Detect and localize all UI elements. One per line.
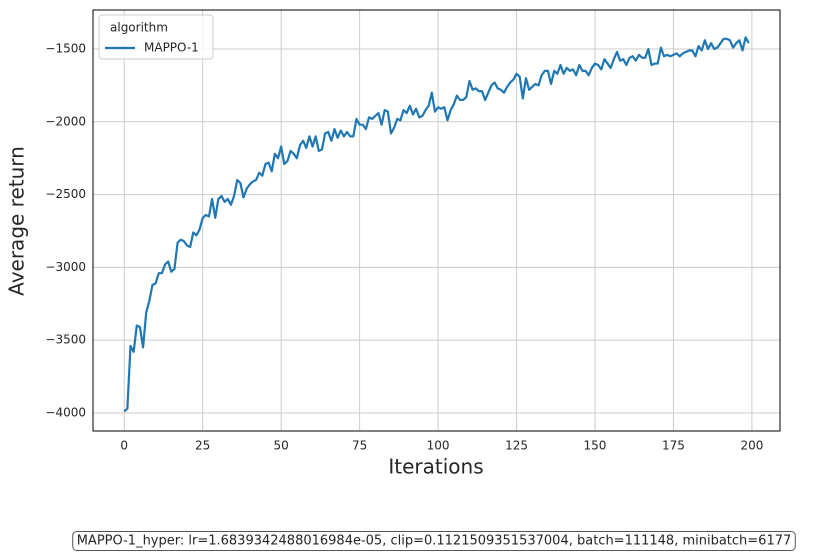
y-tick-label: −4000 bbox=[45, 405, 86, 419]
legend-title: algorithm bbox=[110, 21, 168, 35]
x-tick-label: 100 bbox=[427, 439, 450, 453]
y-tick-label: −2000 bbox=[45, 114, 86, 128]
x-axis-label: Iterations bbox=[388, 455, 483, 479]
legend-label: MAPPO-1 bbox=[144, 41, 199, 55]
y-tick-label: −3500 bbox=[45, 333, 86, 347]
annotation: MAPPO-1_hyper: lr=1.6839342488016984e-05… bbox=[77, 534, 792, 549]
x-tick-label: 50 bbox=[274, 439, 289, 453]
x-tick-label: 125 bbox=[505, 439, 528, 453]
y-tick-label: −2500 bbox=[45, 187, 86, 201]
plot-frame bbox=[92, 9, 781, 432]
annotation-box bbox=[72, 531, 796, 551]
x-tick-label: 200 bbox=[740, 439, 763, 453]
x-tick-label: 75 bbox=[352, 439, 367, 453]
x-tick-label: 0 bbox=[120, 439, 128, 453]
y-tick-label: −1500 bbox=[45, 42, 86, 56]
y-tick-label: −3000 bbox=[45, 260, 86, 274]
data-line bbox=[123, 36, 750, 413]
x-tick-label: 25 bbox=[195, 439, 210, 453]
x-tick-label: 150 bbox=[584, 439, 607, 453]
x-tick-label: 175 bbox=[662, 439, 685, 453]
legend: algorithm MAPPO-1 bbox=[98, 14, 214, 60]
y-axis-label: Average return bbox=[5, 146, 29, 296]
